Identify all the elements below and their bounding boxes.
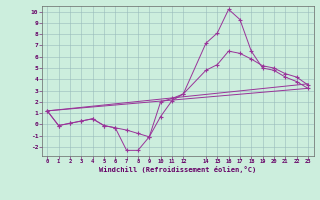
X-axis label: Windchill (Refroidissement éolien,°C): Windchill (Refroidissement éolien,°C) (99, 166, 256, 173)
